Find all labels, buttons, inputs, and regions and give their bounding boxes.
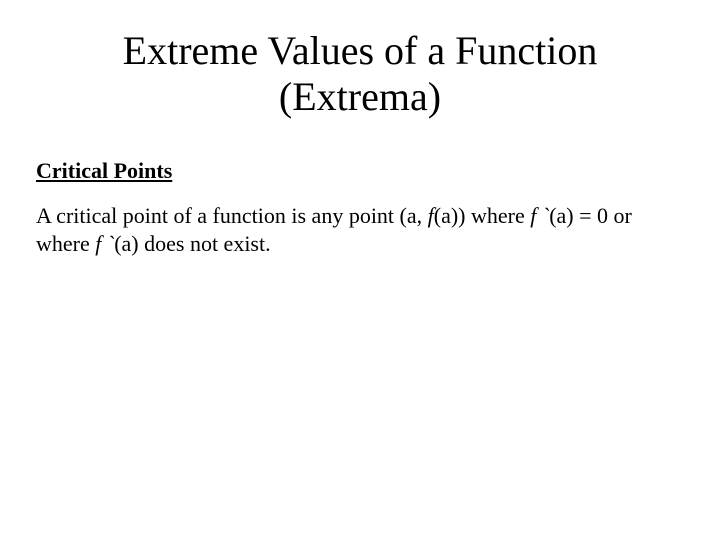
math-fprime: f ` bbox=[530, 203, 549, 228]
section-heading: Critical Points bbox=[36, 158, 684, 184]
text-fragment: (a)) where bbox=[434, 203, 531, 228]
text-fragment: A critical point of a function is any po… bbox=[36, 203, 428, 228]
title-line-1: Extreme Values of a Function bbox=[123, 28, 598, 73]
slide-title: Extreme Values of a Function (Extrema) bbox=[36, 28, 684, 120]
body-paragraph: A critical point of a function is any po… bbox=[36, 202, 684, 257]
text-fragment: (a) does not exist. bbox=[114, 231, 270, 256]
title-line-2: (Extrema) bbox=[279, 74, 441, 119]
math-fprime: f ` bbox=[95, 231, 114, 256]
